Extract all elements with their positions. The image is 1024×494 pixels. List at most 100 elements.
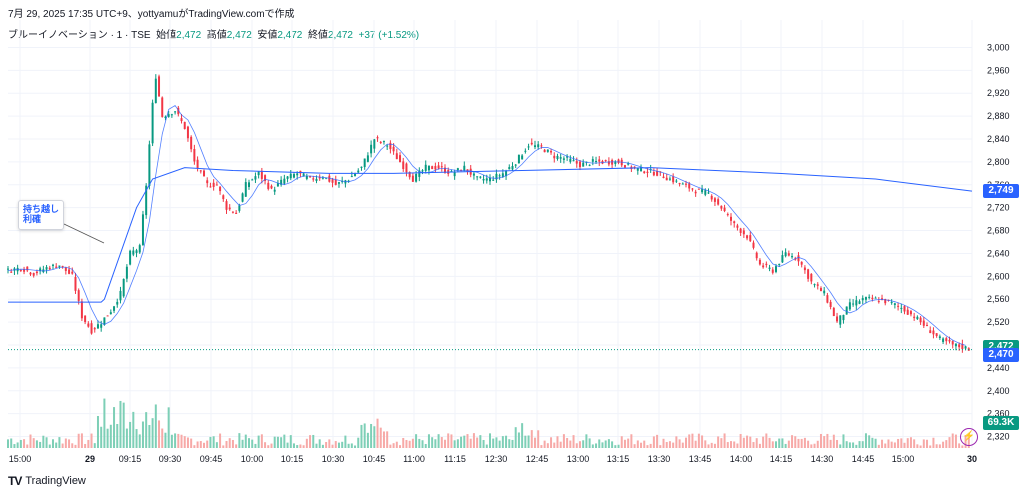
candle-body <box>7 268 9 270</box>
high-value: 2,472 <box>226 30 252 41</box>
volume-bar <box>337 442 340 448</box>
x-tick-label: 14:45 <box>852 454 875 464</box>
candle-body <box>434 166 437 170</box>
candle-body <box>800 261 803 265</box>
volume-bar <box>649 443 652 448</box>
volume-bar <box>707 444 710 448</box>
volume-bar <box>235 444 238 448</box>
candle-body <box>177 107 180 115</box>
candle-body <box>829 301 832 308</box>
candle-body <box>791 256 794 258</box>
candle-body <box>129 250 132 265</box>
candle-body <box>251 179 254 181</box>
volume-bar <box>405 440 408 448</box>
annotation-line-1: 持ち越し <box>23 204 60 214</box>
volume-bar <box>736 443 739 448</box>
volume-bar <box>627 438 630 448</box>
candle-body <box>713 198 716 202</box>
lightning-icon[interactable]: ⚡ <box>960 428 978 446</box>
volume-bar <box>617 444 620 448</box>
volume-bar <box>444 439 447 448</box>
volume-bar <box>900 438 903 448</box>
candle-body <box>730 216 732 221</box>
volume-bar <box>717 436 720 448</box>
candle-body <box>954 343 957 347</box>
candle-body <box>797 255 800 262</box>
volume-bar <box>633 444 636 448</box>
candle-body <box>900 307 903 309</box>
candle-body <box>890 302 893 304</box>
candle-body <box>758 259 761 265</box>
volume-bar <box>485 444 488 448</box>
volume-bar <box>569 440 572 448</box>
volume-badge: 69.3K <box>983 416 1019 430</box>
candle-body <box>755 252 758 259</box>
candle-body <box>87 323 90 327</box>
candle-body <box>209 186 212 188</box>
volume-bar <box>222 445 225 448</box>
candle-body <box>855 300 858 306</box>
candle-body <box>424 164 427 171</box>
volume-bar <box>678 439 681 448</box>
y-tick-label: 2,880 <box>987 111 1010 121</box>
candle-body <box>215 184 218 186</box>
y-tick-label: 2,640 <box>987 248 1010 258</box>
candle-body <box>167 114 170 117</box>
volume-bar <box>103 398 106 448</box>
tradingview-logo-icon: TV <box>8 474 22 488</box>
candle-body <box>884 299 887 304</box>
volume-bar <box>871 437 874 448</box>
volume-bar <box>379 427 382 448</box>
volume-bar <box>164 432 167 448</box>
candle-body <box>135 250 138 253</box>
candle-body <box>238 205 241 211</box>
volume-bar <box>466 434 469 448</box>
volume-bar <box>264 442 267 448</box>
volume-bar <box>119 400 122 448</box>
candle-body <box>267 182 270 189</box>
volume-bar <box>758 443 761 448</box>
candle-body <box>681 183 684 185</box>
volume-bar <box>35 440 38 448</box>
volume-bar <box>794 436 797 448</box>
volume-bar <box>665 442 668 448</box>
candle-body <box>627 163 630 165</box>
volume-bar <box>762 436 765 448</box>
candle-body <box>546 149 549 152</box>
volume-bar <box>659 445 662 448</box>
volume-bar <box>254 443 257 448</box>
volume-bar <box>630 434 633 448</box>
symbol-name[interactable]: ブルーイノベーション · 1 · TSE <box>8 30 151 41</box>
candle-body <box>370 144 373 154</box>
candle-body <box>919 317 922 323</box>
candle-body <box>212 182 215 187</box>
candle-body <box>170 114 173 116</box>
brand-name: TradingView <box>25 475 86 487</box>
candle-body <box>273 189 276 192</box>
candle-body <box>145 185 148 216</box>
candle-body <box>138 245 141 253</box>
volume-bar <box>829 439 832 448</box>
volume-bar <box>701 435 704 448</box>
y-tick-label: 2,920 <box>987 88 1010 98</box>
volume-bar <box>48 444 51 448</box>
annotation-note[interactable]: 持ち越し 利確 <box>18 200 64 230</box>
volume-bar <box>755 438 758 448</box>
candle-body <box>652 172 655 176</box>
volume-bar <box>113 407 116 448</box>
volume-bar <box>588 438 591 448</box>
volume-bar <box>530 430 533 448</box>
volume-bar <box>726 442 729 448</box>
volume-bar <box>768 437 771 448</box>
candle-body <box>264 175 267 181</box>
volume-bar <box>492 438 495 448</box>
volume-bar <box>749 436 752 448</box>
candle-body <box>103 317 106 325</box>
candle-body <box>61 265 64 267</box>
volume-bar <box>16 442 19 448</box>
y-tick-label: 2,320 <box>987 432 1010 442</box>
volume-bar <box>196 441 199 448</box>
volume-bar <box>251 439 254 448</box>
volume-bar <box>305 438 308 448</box>
